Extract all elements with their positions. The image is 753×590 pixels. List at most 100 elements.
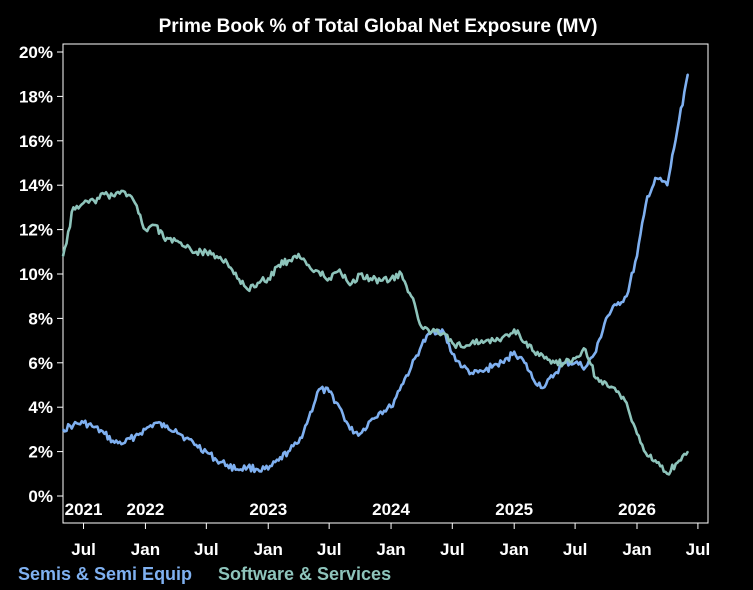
- data-point-1-8: [144, 228, 147, 231]
- data-point-1-32: [390, 277, 392, 280]
- data-point-1-34: [410, 295, 413, 298]
- data-point-1-25: [318, 271, 320, 273]
- x-tick-label: Jul: [71, 540, 96, 559]
- x-year-label: 2025: [495, 500, 533, 519]
- data-point-0-3: [93, 426, 95, 429]
- data-point-0-34: [410, 366, 413, 369]
- data-point-0-16: [226, 464, 228, 466]
- x-tick-label: Jan: [622, 540, 651, 559]
- y-tick-label: 20%: [19, 43, 53, 62]
- data-point-1-27: [338, 268, 341, 271]
- data-point-0-39: [461, 366, 464, 369]
- data-point-1-33: [400, 273, 403, 275]
- data-point-0-56: [636, 255, 638, 257]
- data-point-1-47: [543, 357, 546, 360]
- data-point-0-43: [503, 362, 505, 364]
- data-point-1-20: [267, 277, 270, 280]
- data-point-0-13: [195, 444, 197, 446]
- legend-item-semis: Semis & Semi Equip: [18, 564, 192, 584]
- data-point-1-12: [185, 246, 187, 249]
- data-point-1-7: [134, 202, 136, 204]
- data-point-0-5: [113, 441, 116, 444]
- data-point-0-45: [523, 362, 526, 364]
- data-point-1-5: [113, 195, 116, 198]
- y-tick-label: 10%: [19, 265, 53, 284]
- chart-title: Prime Book % of Total Global Net Exposur…: [159, 16, 598, 37]
- data-point-0-12: [185, 437, 187, 440]
- x-year-label: 2021: [65, 500, 103, 519]
- y-tick-label: 12%: [19, 221, 53, 240]
- x-tick-label: Jul: [317, 540, 342, 559]
- y-tick-label: 16%: [19, 132, 53, 151]
- data-point-1-53: [605, 382, 607, 384]
- data-point-0-42: [492, 364, 495, 366]
- data-point-1-11: [174, 239, 177, 242]
- data-point-0-61: [687, 73, 689, 75]
- data-point-0-9: [155, 421, 157, 424]
- data-point-0-53: [605, 317, 607, 320]
- x-tick-label: Jul: [686, 540, 711, 559]
- data-point-1-6: [124, 191, 126, 193]
- data-point-1-28: [349, 284, 351, 286]
- data-point-1-3: [93, 199, 95, 202]
- data-point-1-2: [82, 202, 85, 204]
- data-point-1-18: [246, 288, 249, 291]
- plot-frame: [62, 43, 709, 524]
- data-point-1-43: [503, 335, 505, 338]
- data-point-0-41: [482, 370, 485, 373]
- data-point-1-19: [257, 282, 259, 284]
- series-line-1: [61, 189, 689, 476]
- data-point-0-40: [472, 373, 474, 375]
- data-point-1-36: [431, 330, 433, 333]
- data-point-1-49: [564, 362, 566, 364]
- data-point-1-45: [523, 342, 526, 344]
- data-point-0-54: [615, 304, 618, 306]
- data-point-0-47: [543, 386, 546, 389]
- data-point-0-25: [318, 388, 320, 391]
- data-point-1-37: [441, 333, 444, 335]
- data-point-0-21: [277, 459, 280, 462]
- data-point-0-50: [574, 362, 576, 364]
- data-point-0-44: [513, 350, 515, 353]
- data-point-1-50: [574, 357, 576, 360]
- data-point-1-57: [646, 455, 649, 457]
- data-point-0-51: [584, 366, 587, 369]
- x-tick-label: Jan: [376, 540, 405, 559]
- data-point-0-29: [359, 433, 361, 435]
- data-point-1-13: [195, 251, 197, 253]
- x-tick-label: Jan: [500, 540, 529, 559]
- series-line-0: [62, 73, 690, 474]
- data-point-0-1: [72, 424, 75, 426]
- y-tick-label: 14%: [19, 176, 53, 195]
- data-point-1-26: [328, 277, 330, 280]
- data-point-0-26: [328, 390, 330, 393]
- data-point-1-14: [205, 251, 208, 253]
- data-point-1-4: [103, 193, 106, 195]
- data-point-0-31: [379, 410, 382, 413]
- data-point-1-0: [62, 255, 64, 257]
- data-point-1-22: [287, 259, 289, 262]
- data-point-1-29: [359, 273, 361, 275]
- x-tick-label: Jul: [194, 540, 219, 559]
- data-point-0-7: [134, 435, 136, 437]
- x-tick-label: Jan: [254, 540, 283, 559]
- data-point-1-60: [676, 461, 679, 464]
- data-point-1-54: [615, 390, 618, 393]
- data-point-0-35: [420, 344, 423, 346]
- data-point-0-30: [369, 419, 372, 422]
- y-tick-label: 8%: [28, 309, 53, 328]
- data-point-0-48: [553, 373, 556, 375]
- data-point-0-58: [656, 177, 658, 180]
- data-point-0-55: [625, 295, 628, 298]
- data-point-1-15: [216, 255, 218, 257]
- x-year-label: 2023: [249, 500, 287, 519]
- data-point-0-38: [451, 353, 454, 355]
- data-point-0-33: [400, 384, 403, 386]
- data-point-0-24: [307, 417, 310, 420]
- data-point-1-56: [636, 433, 638, 435]
- data-point-1-39: [461, 346, 464, 349]
- data-point-0-28: [349, 428, 351, 431]
- x-tick-label: Jul: [440, 540, 465, 559]
- data-point-0-37: [441, 328, 444, 331]
